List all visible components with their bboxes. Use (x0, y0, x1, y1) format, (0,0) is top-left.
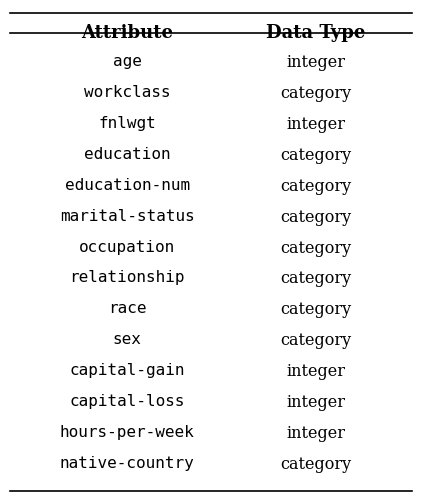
Text: race: race (108, 301, 146, 316)
Text: integer: integer (286, 54, 345, 71)
Text: native-country: native-country (60, 455, 195, 470)
Text: Attribute: Attribute (81, 24, 173, 42)
Text: education: education (84, 146, 170, 161)
Text: category: category (280, 239, 352, 256)
Text: integer: integer (286, 115, 345, 132)
Text: hours-per-week: hours-per-week (60, 424, 195, 439)
Text: relationship: relationship (69, 270, 185, 285)
Text: Data Type: Data Type (266, 24, 365, 42)
Text: integer: integer (286, 393, 345, 410)
Text: category: category (280, 177, 352, 194)
Text: workclass: workclass (84, 85, 170, 100)
Text: category: category (280, 146, 352, 163)
Text: sex: sex (113, 332, 142, 347)
Text: age: age (113, 54, 142, 69)
Text: category: category (280, 270, 352, 287)
Text: integer: integer (286, 424, 345, 441)
Text: category: category (280, 301, 352, 318)
Text: occupation: occupation (79, 239, 175, 254)
Text: integer: integer (286, 363, 345, 380)
Text: capital-loss: capital-loss (69, 393, 185, 408)
Text: category: category (280, 455, 352, 472)
Text: fnlwgt: fnlwgt (98, 115, 156, 130)
Text: category: category (280, 332, 352, 349)
Text: category: category (280, 208, 352, 225)
Text: marital-status: marital-status (60, 208, 195, 223)
Text: education-num: education-num (65, 177, 190, 192)
Text: category: category (280, 85, 352, 102)
Text: capital-gain: capital-gain (69, 363, 185, 378)
